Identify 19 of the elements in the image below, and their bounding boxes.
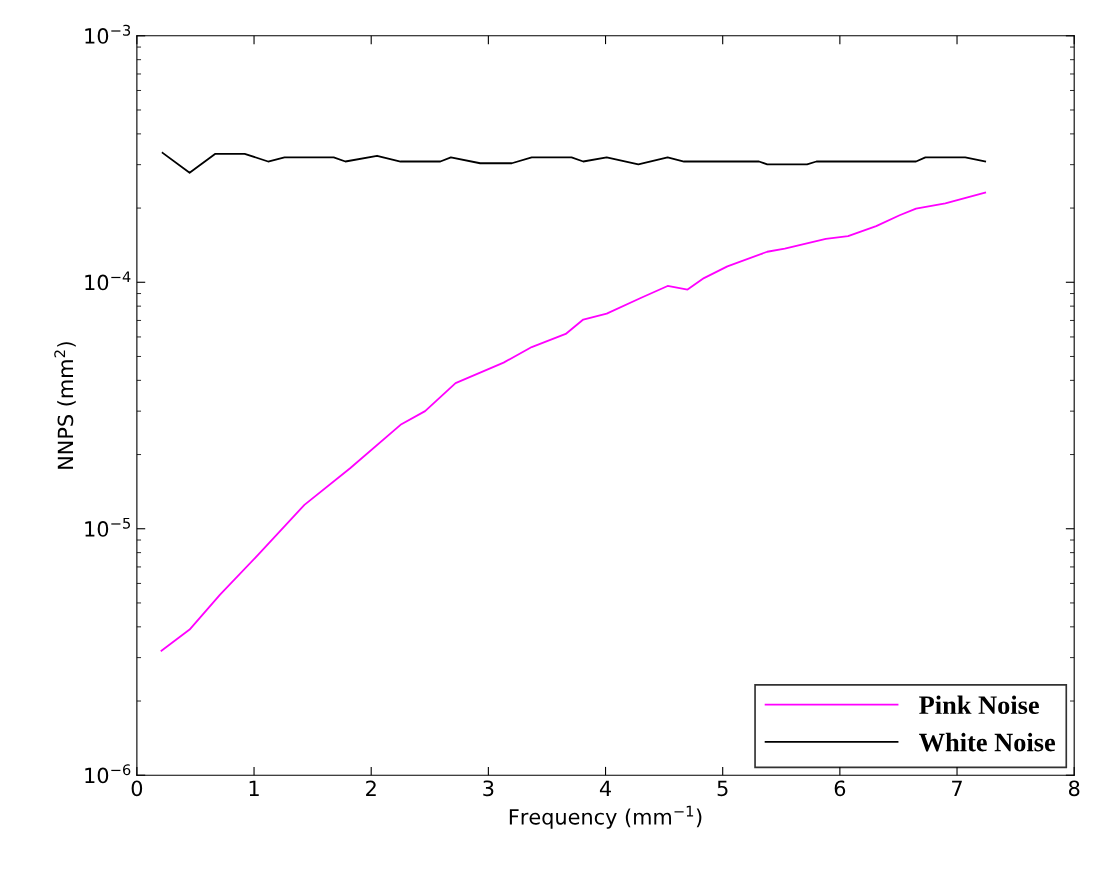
y-tick-label: 10$^{−6}$ [85, 764, 131, 784]
y-axis-title: NNPS (mm$^{2}$) [54, 342, 76, 469]
x-tick-label: 2 [366, 780, 376, 796]
y-tick-label: 10$^{−3}$ [85, 24, 131, 44]
x-tick-label: 7 [952, 780, 962, 796]
x-tick-label: 0 [131, 780, 143, 797]
y-tick-label: 10$^{−4}$ [85, 271, 131, 291]
x-tick-label: 5 [717, 780, 728, 797]
x-tick-label: 6 [834, 780, 846, 797]
x-tick-label: 3 [483, 780, 494, 797]
line-series [160, 191, 987, 652]
line-series [161, 151, 987, 174]
y-tick-label: 10$^{−5}$ [85, 517, 130, 537]
legend-label: White Noise [919, 732, 1056, 752]
x-tick-label: 8 [1068, 780, 1080, 797]
x-tick-label: 1 [249, 780, 259, 796]
x-axis-title: Frequency (mm$^{−1}$) [509, 805, 702, 829]
x-tick-label: 4 [599, 780, 611, 796]
legend-label: Pink Noise [919, 695, 1039, 715]
